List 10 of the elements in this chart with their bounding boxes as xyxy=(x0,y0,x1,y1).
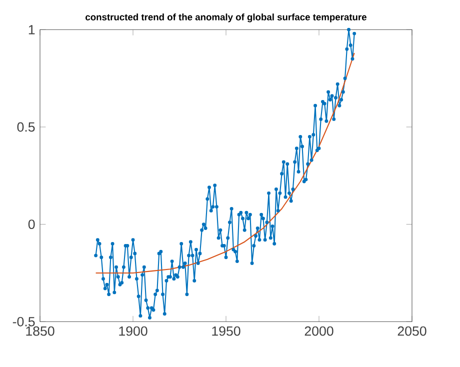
x-tick-label: 1850 xyxy=(26,326,54,336)
x-tick-label: 2050 xyxy=(398,326,426,336)
y-tick-label: 1 xyxy=(28,25,35,34)
y-tick-label: 0 xyxy=(28,220,35,230)
y-tick-label: -0.5 xyxy=(12,316,35,326)
y-tick-label: 0.5 xyxy=(17,122,35,132)
x-tick-label: 1900 xyxy=(119,326,148,336)
x-tick-label: 2000 xyxy=(304,326,334,336)
chart-title: constructed trend of the anomaly of global surface temperature xyxy=(86,14,366,22)
x-tick-label: 1950 xyxy=(212,326,240,336)
